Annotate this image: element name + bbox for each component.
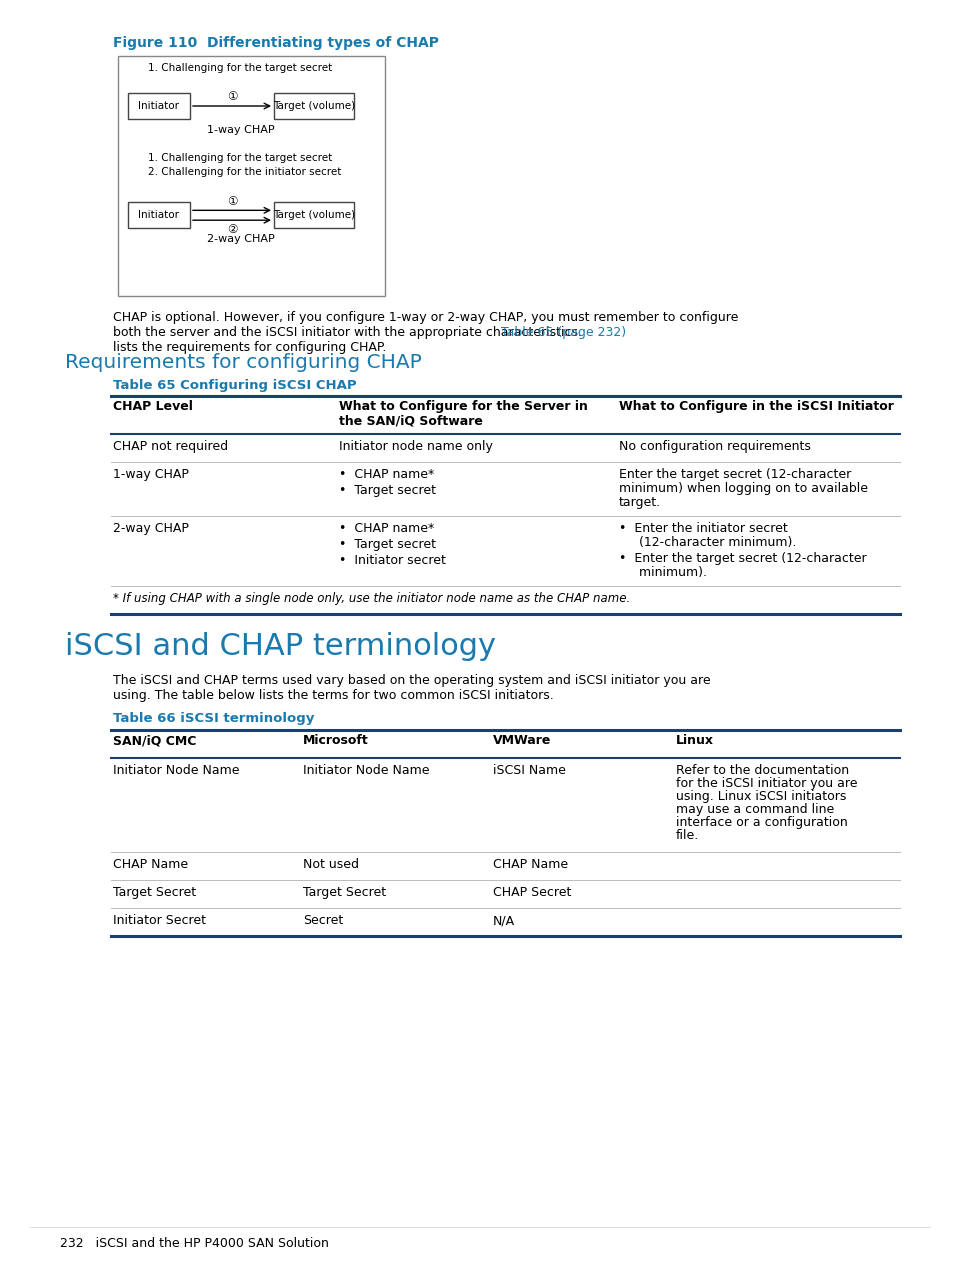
Text: using. Linux iSCSI initiators: using. Linux iSCSI initiators <box>676 791 845 803</box>
Text: Target (volume): Target (volume) <box>273 210 355 220</box>
Text: Initiator Secret: Initiator Secret <box>112 914 206 927</box>
Text: Not used: Not used <box>303 858 358 871</box>
Bar <box>118 56 385 296</box>
Text: Enter the target secret (12-character: Enter the target secret (12-character <box>618 468 850 480</box>
Text: Initiator Node Name: Initiator Node Name <box>112 764 239 777</box>
Text: 2-way CHAP: 2-way CHAP <box>112 522 189 535</box>
Text: 2. Challenging for the initiator secret: 2. Challenging for the initiator secret <box>148 167 341 177</box>
Text: minimum).: minimum). <box>618 566 706 580</box>
Text: Table 65 (page 232): Table 65 (page 232) <box>500 325 625 339</box>
Text: interface or a configuration: interface or a configuration <box>676 816 847 829</box>
Text: file.: file. <box>676 829 699 841</box>
Text: 232   iSCSI and the HP P4000 SAN Solution: 232 iSCSI and the HP P4000 SAN Solution <box>60 1237 329 1249</box>
Text: CHAP Level: CHAP Level <box>112 400 193 413</box>
Text: Secret: Secret <box>303 914 343 927</box>
Text: using. The table below lists the terms for two common iSCSI initiators.: using. The table below lists the terms f… <box>112 689 553 702</box>
Text: * If using CHAP with a single node only, use the initiator node name as the CHAP: * If using CHAP with a single node only,… <box>112 592 630 605</box>
Text: 2-way CHAP: 2-way CHAP <box>207 234 274 244</box>
Text: VMWare: VMWare <box>493 733 551 747</box>
Text: Target Secret: Target Secret <box>112 886 196 899</box>
Text: 1. Challenging for the target secret: 1. Challenging for the target secret <box>148 153 332 163</box>
Bar <box>274 202 354 228</box>
Text: ②: ② <box>227 222 237 235</box>
Text: 1. Challenging for the target secret: 1. Challenging for the target secret <box>148 64 332 72</box>
Text: •  Target secret: • Target secret <box>338 538 436 552</box>
Text: iSCSI and CHAP terminology: iSCSI and CHAP terminology <box>65 632 496 661</box>
Text: CHAP Name: CHAP Name <box>493 858 568 871</box>
Text: •  CHAP name*: • CHAP name* <box>338 468 434 480</box>
Text: Figure 110  Differentiating types of CHAP: Figure 110 Differentiating types of CHAP <box>112 36 438 50</box>
Text: Initiator: Initiator <box>138 210 179 220</box>
Text: target.: target. <box>618 496 660 508</box>
Text: •  Target secret: • Target secret <box>338 484 436 497</box>
Text: both the server and the iSCSI initiator with the appropriate characteristics.: both the server and the iSCSI initiator … <box>112 325 585 339</box>
Text: •  Enter the target secret (12-character: • Enter the target secret (12-character <box>618 552 865 566</box>
Text: Requirements for configuring CHAP: Requirements for configuring CHAP <box>65 353 421 372</box>
Text: ①: ① <box>227 194 237 208</box>
Text: the SAN/iQ Software: the SAN/iQ Software <box>338 414 482 427</box>
Text: SAN/iQ CMC: SAN/iQ CMC <box>112 733 196 747</box>
Bar <box>128 93 190 119</box>
Text: Microsoft: Microsoft <box>303 733 369 747</box>
Text: •  CHAP name*: • CHAP name* <box>338 522 434 535</box>
Text: The iSCSI and CHAP terms used vary based on the operating system and iSCSI initi: The iSCSI and CHAP terms used vary based… <box>112 674 710 688</box>
Text: Table 65 Configuring iSCSI CHAP: Table 65 Configuring iSCSI CHAP <box>112 379 356 391</box>
Text: iSCSI Name: iSCSI Name <box>493 764 565 777</box>
Text: Target Secret: Target Secret <box>303 886 386 899</box>
Text: No configuration requirements: No configuration requirements <box>618 440 810 452</box>
Bar <box>128 202 190 228</box>
Text: 1-way CHAP: 1-way CHAP <box>112 468 189 480</box>
Text: What to Configure in the iSCSI Initiator: What to Configure in the iSCSI Initiator <box>618 400 893 413</box>
Text: (12-character minimum).: (12-character minimum). <box>618 536 796 549</box>
Text: Initiator: Initiator <box>138 100 179 111</box>
Text: What to Configure for the Server in: What to Configure for the Server in <box>338 400 587 413</box>
Text: 1-way CHAP: 1-way CHAP <box>207 125 274 135</box>
Text: Target (volume): Target (volume) <box>273 100 355 111</box>
Text: Initiator node name only: Initiator node name only <box>338 440 493 452</box>
Text: CHAP is optional. However, if you configure 1-way or 2-way CHAP, you must rememb: CHAP is optional. However, if you config… <box>112 311 738 324</box>
Text: CHAP Name: CHAP Name <box>112 858 188 871</box>
Text: Refer to the documentation: Refer to the documentation <box>676 764 848 777</box>
Text: Table 66 iSCSI terminology: Table 66 iSCSI terminology <box>112 712 314 724</box>
Text: CHAP Secret: CHAP Secret <box>493 886 571 899</box>
Text: for the iSCSI initiator you are: for the iSCSI initiator you are <box>676 777 857 791</box>
Text: minimum) when logging on to available: minimum) when logging on to available <box>618 482 867 494</box>
Text: N/A: N/A <box>493 914 515 927</box>
Text: •  Initiator secret: • Initiator secret <box>338 554 445 567</box>
Text: Initiator Node Name: Initiator Node Name <box>303 764 429 777</box>
Text: Linux: Linux <box>676 733 713 747</box>
Text: ①: ① <box>227 89 237 103</box>
Text: lists the requirements for configuring CHAP.: lists the requirements for configuring C… <box>112 341 386 355</box>
Text: may use a command line: may use a command line <box>676 803 833 816</box>
Bar <box>274 93 354 119</box>
Text: •  Enter the initiator secret: • Enter the initiator secret <box>618 522 787 535</box>
Text: CHAP not required: CHAP not required <box>112 440 228 452</box>
